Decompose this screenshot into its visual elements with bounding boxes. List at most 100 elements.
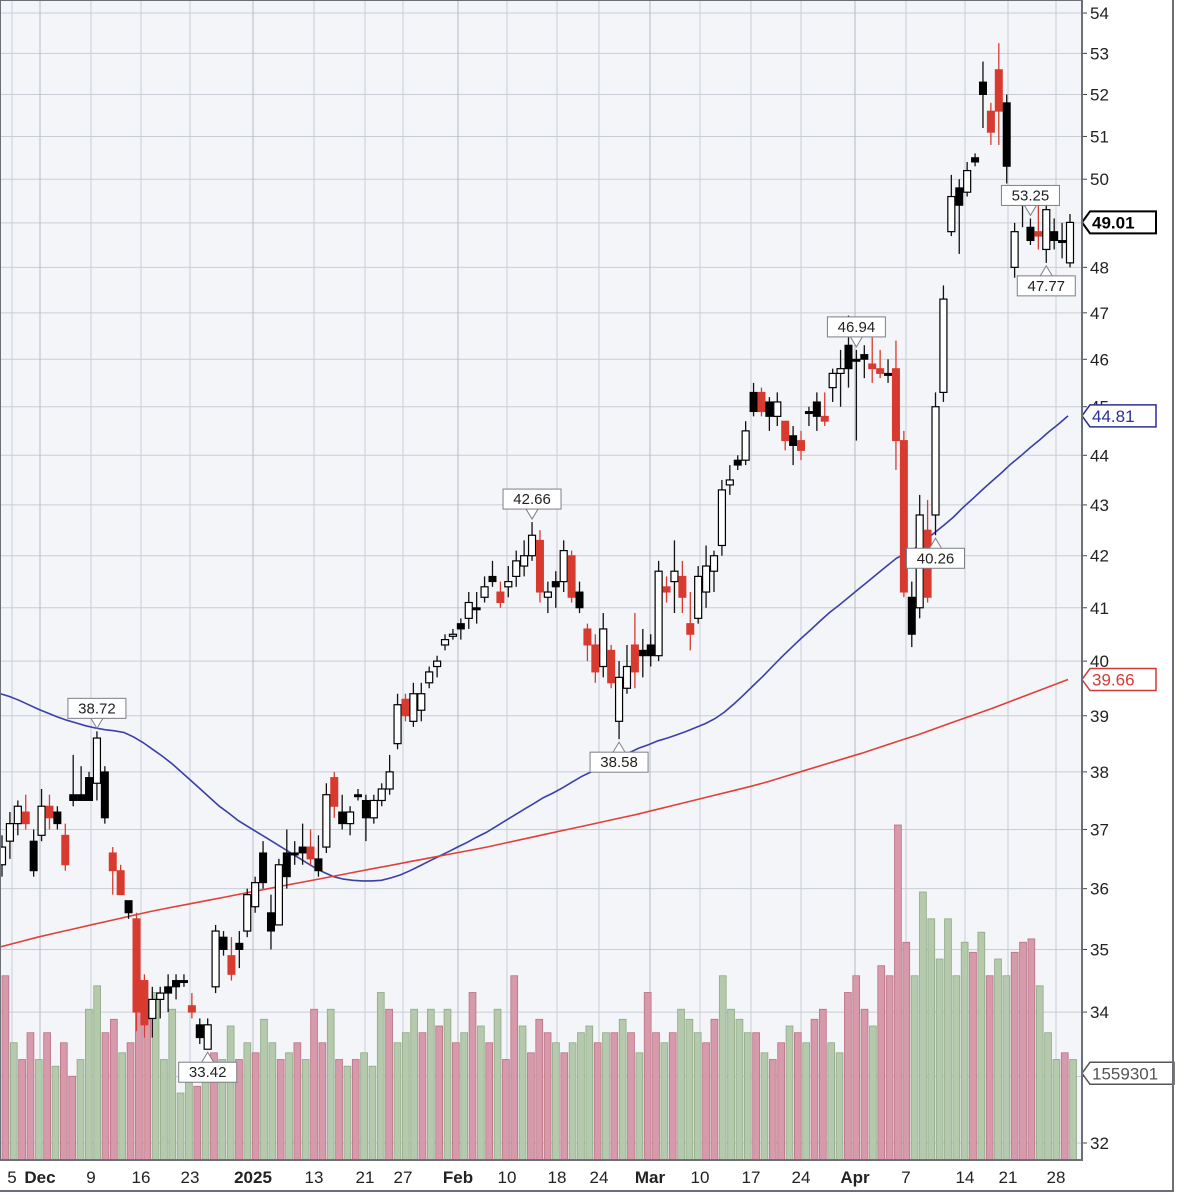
candle [789,426,798,466]
volume-bar [401,1032,410,1161]
candle [433,655,442,678]
candle-body-down [1026,226,1035,242]
y-tick-label: 32 [1090,1134,1109,1153]
annotation-box [589,751,649,773]
candle [69,754,78,807]
volume-bar [752,1032,760,1161]
candle [575,581,584,614]
candle [551,571,560,608]
volume-bar [276,1059,285,1161]
tag-frame [1080,210,1157,235]
volume-bar [994,958,1002,1161]
candle-body-up [725,479,734,486]
volume-bar [301,1059,310,1161]
right-price-tag: 1559301 [1081,1061,1175,1086]
candle [638,628,647,678]
volume-bar [110,1018,118,1161]
candle-body-down [29,840,38,872]
candle-body-down [749,391,758,413]
candle-body-down [361,799,370,819]
candle-body-up [0,846,7,866]
candle [345,806,355,836]
candle-body-down [797,440,806,451]
price-annotation: 46.94 [826,316,886,348]
candle-body-up [92,737,102,784]
volume-bar [176,1092,185,1161]
moving-averages [0,415,1069,948]
volume-bar [727,1008,735,1161]
candle-body-down [686,623,695,635]
y-tick-label: 47 [1090,304,1109,323]
y-tick-label: 37 [1090,820,1109,839]
candle-body-up [409,693,418,722]
volume-bar [193,1085,202,1161]
candle-body-down [812,401,821,417]
candle-body-down [354,794,362,798]
volume-bar [85,1008,93,1161]
candle [891,340,900,471]
volume-bar [1027,938,1036,1161]
candle [211,924,220,994]
volume-bar [335,1059,343,1161]
price-annotation: 53.25 [1000,184,1060,217]
candle [1058,222,1067,259]
candle [330,771,339,818]
candle-body-down [852,358,861,362]
candle-body-down [820,415,829,422]
candle-body-up [203,1024,212,1050]
candle-body-up [527,534,537,557]
x-tick-label: 16 [132,1168,151,1187]
candle [614,661,624,740]
candle-body-down [195,1024,204,1039]
x-tick-label: 28 [1047,1168,1066,1187]
candle-body-up [717,489,727,547]
annotation-label: 38.72 [78,700,116,717]
candle [116,864,125,896]
candle [662,576,671,603]
y-tick-label: 50 [1090,170,1109,189]
candle [591,634,600,683]
volume-bar [510,975,519,1161]
y-tick-label: 34 [1090,1003,1109,1022]
candle-body-down [338,811,347,825]
candle [480,576,489,603]
volume-bar [735,1018,744,1161]
candle-body-down [1050,231,1059,242]
volume-bar [860,1008,869,1161]
volume-bar [310,1008,318,1161]
candle [512,550,521,587]
candle-body-up [425,671,434,684]
candle [717,479,727,556]
candle [622,644,632,694]
annotation-pointer [1024,205,1037,217]
volume-bar [368,1065,377,1161]
volume-bar [452,1042,460,1161]
volume-bar [985,975,994,1161]
candle [45,794,54,830]
candle-body-down [266,912,275,932]
candle-body-down [85,777,94,801]
candle [29,829,38,877]
candle [243,888,252,938]
candle-body-up [37,805,46,836]
candle [203,1018,212,1050]
x-tick-label: Feb [443,1168,473,1187]
right-price-tag: 49.01 [1080,210,1157,235]
candle [701,545,711,608]
candle [140,974,149,1038]
candle [227,937,236,981]
candle [978,61,987,128]
y-tick-label: 39 [1090,707,1109,726]
candle-body-down [986,110,995,133]
volume-bar [18,1059,26,1161]
candle [148,986,157,1038]
candle [1034,205,1043,250]
candle [709,550,719,593]
candle-body-down [306,846,315,860]
candle [235,931,244,969]
volume-bar [810,1018,819,1161]
candle-body-down [401,698,410,717]
candle [1026,218,1035,245]
volume-bar [952,975,961,1161]
candle-body-up [543,591,552,598]
